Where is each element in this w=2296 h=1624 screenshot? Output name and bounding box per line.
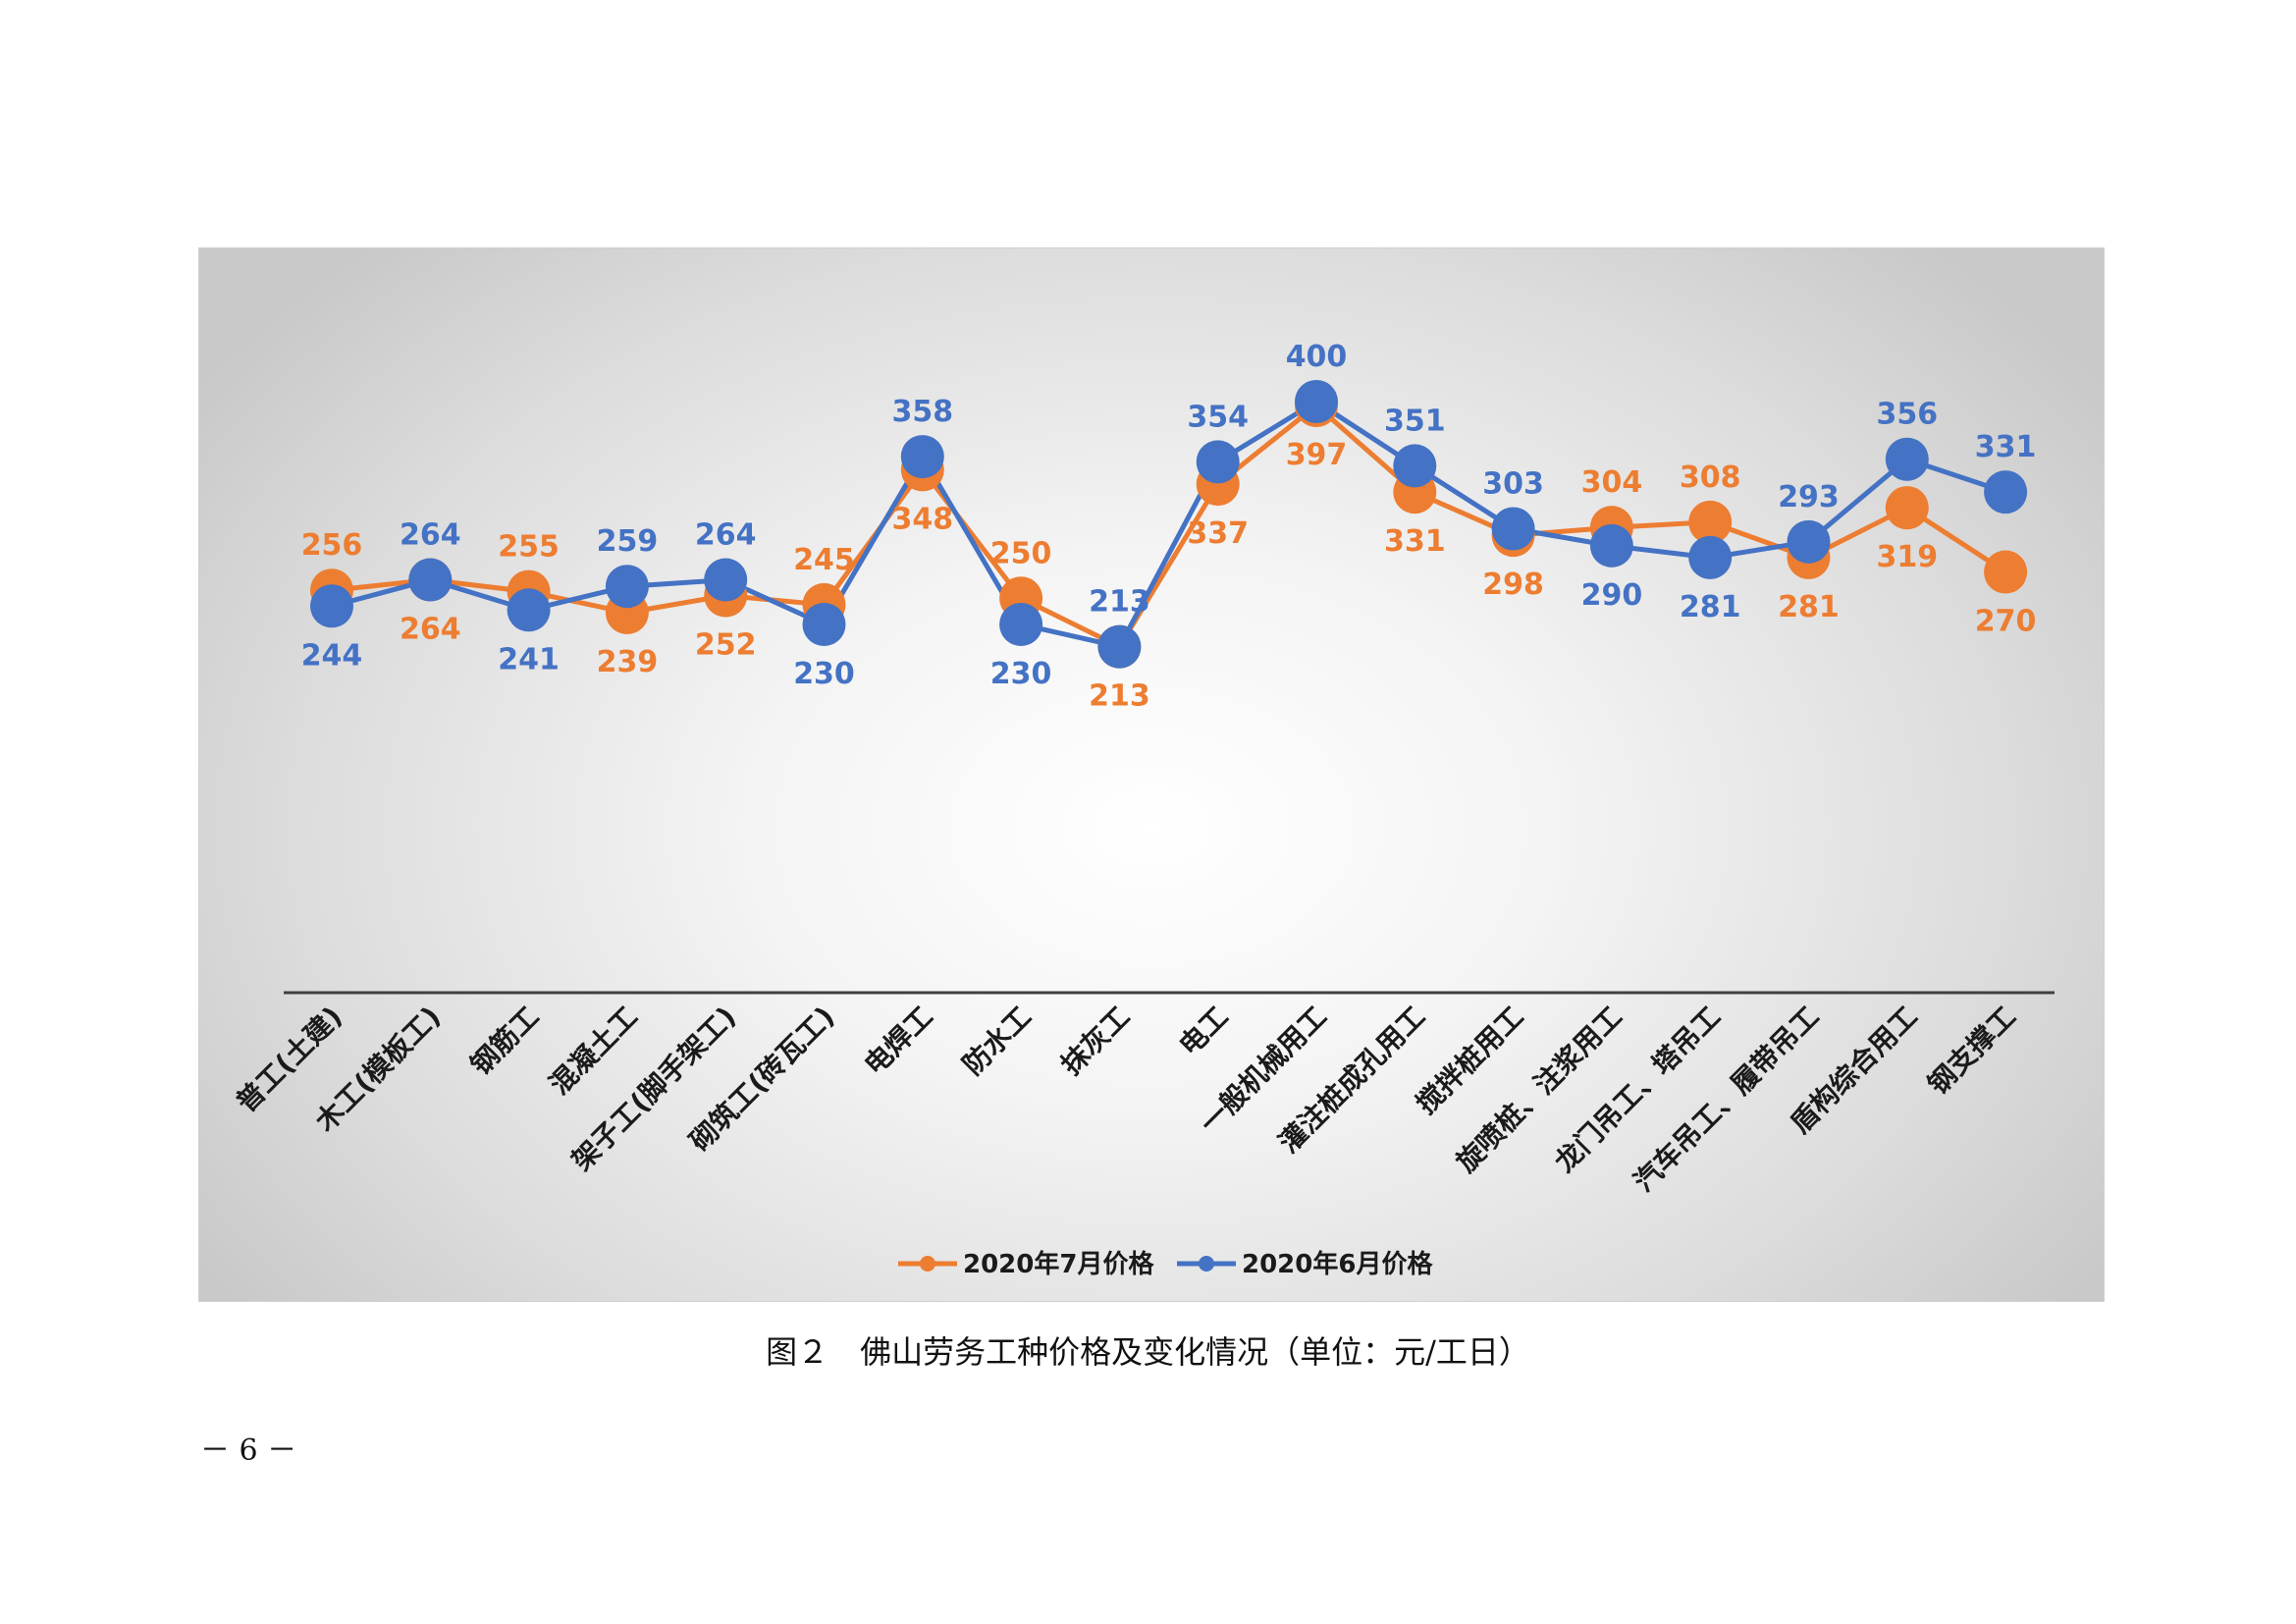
data-label-july: 331 bbox=[1384, 524, 1446, 559]
data-label-july: 319 bbox=[1876, 540, 1938, 574]
data-point-june bbox=[1885, 437, 1929, 481]
data-label-july: 397 bbox=[1286, 438, 1348, 472]
data-point-june bbox=[704, 558, 748, 602]
data-point-june bbox=[1196, 440, 1240, 484]
x-tick-label: 龙门吊工、塔吊工 bbox=[1548, 1001, 1727, 1179]
data-label-july: 239 bbox=[597, 645, 659, 679]
data-point-june bbox=[1295, 380, 1338, 423]
data-point-july bbox=[1688, 500, 1733, 544]
x-tick-label: 电工 bbox=[1173, 1001, 1235, 1062]
figure-caption: 图２ 佛山劳务工种价格及变化情况（单位：元/工日） bbox=[766, 1333, 1530, 1371]
data-label-june: 230 bbox=[990, 657, 1052, 691]
data-label-june: 331 bbox=[1975, 430, 2037, 464]
legend-label-july: 2020年7月价格 bbox=[963, 1249, 1154, 1279]
data-label-june: 244 bbox=[301, 638, 363, 673]
x-tick-label: 混凝土工 bbox=[543, 1001, 644, 1102]
data-label-june: 264 bbox=[695, 518, 757, 553]
data-label-july: 281 bbox=[1778, 590, 1840, 624]
data-point-july bbox=[1984, 550, 2028, 594]
data-point-june bbox=[1589, 523, 1633, 568]
x-tick-label: 汽车吊工、履带吊工 bbox=[1628, 1001, 1826, 1199]
data-point-june bbox=[1984, 470, 2028, 514]
line-chart: 256 264 255 239 252 245 348 250 213 337 397 331 298 3… bbox=[230, 340, 2055, 1279]
data-label-june: 290 bbox=[1581, 578, 1643, 613]
legend-item-june: 2020年6月价格 bbox=[1177, 1249, 1433, 1279]
data-point-june bbox=[900, 435, 944, 479]
data-label-june: 358 bbox=[891, 395, 953, 429]
data-label-june: 213 bbox=[1089, 585, 1150, 620]
x-tick-label: 钢支撑工 bbox=[1922, 1001, 2023, 1102]
data-label-july: 256 bbox=[301, 528, 363, 563]
data-label-july: 245 bbox=[793, 543, 855, 577]
data-point-june bbox=[1688, 535, 1733, 579]
data-label-june: 303 bbox=[1482, 466, 1544, 501]
data-label-july: 213 bbox=[1089, 679, 1150, 714]
data-label-july: 255 bbox=[498, 530, 560, 565]
data-label-june: 354 bbox=[1187, 400, 1249, 434]
data-label-june: 356 bbox=[1876, 398, 1938, 432]
data-label-june: 264 bbox=[400, 518, 461, 553]
chart-panel: 256 264 255 239 252 245 348 250 213 337 397 331 298 3… bbox=[198, 247, 2105, 1302]
legend-item-july: 2020年7月价格 bbox=[898, 1249, 1154, 1279]
data-label-july: 250 bbox=[990, 536, 1052, 570]
legend: 2020年7月价格 2020年6月价格 bbox=[898, 1249, 1433, 1279]
page-number: － 6 － bbox=[200, 1434, 297, 1468]
data-label-june: 400 bbox=[1286, 340, 1348, 374]
data-label-june: 259 bbox=[597, 524, 659, 559]
data-label-june: 281 bbox=[1680, 590, 1741, 624]
data-label-june: 293 bbox=[1778, 480, 1840, 514]
data-label-june: 351 bbox=[1384, 404, 1446, 438]
data-point-june bbox=[1393, 444, 1437, 488]
legend-label-june: 2020年6月价格 bbox=[1242, 1249, 1433, 1279]
data-label-july: 304 bbox=[1581, 465, 1643, 500]
x-tick-label: 电焊工 bbox=[858, 1001, 939, 1082]
data-label-june: 241 bbox=[498, 642, 560, 677]
data-point-june bbox=[408, 558, 453, 602]
data-point-june bbox=[1491, 507, 1535, 551]
data-point-june bbox=[802, 602, 846, 646]
data-point-july bbox=[1885, 486, 1929, 530]
data-label-july: 337 bbox=[1187, 516, 1249, 551]
series-line-june bbox=[331, 399, 2006, 650]
x-tick-label: 钢筋工 bbox=[464, 1001, 546, 1082]
data-point-june bbox=[1787, 519, 1831, 564]
data-label-july: 252 bbox=[695, 628, 757, 663]
data-point-june bbox=[1097, 624, 1142, 669]
series-line-july bbox=[331, 403, 2007, 650]
data-label-july: 264 bbox=[400, 613, 461, 647]
data-label-july: 270 bbox=[1975, 605, 2037, 639]
data-label-july: 298 bbox=[1482, 568, 1544, 602]
data-point-june bbox=[605, 565, 649, 609]
data-point-june bbox=[999, 602, 1043, 646]
x-tick-label: 架子工(脚手架工) bbox=[565, 1001, 742, 1177]
data-label-july: 348 bbox=[891, 502, 953, 536]
x-tick-label: 旋喷桩、注浆用工 bbox=[1450, 1001, 1629, 1179]
data-label-june: 230 bbox=[793, 657, 855, 691]
x-tick-label: 抹灰工 bbox=[1055, 1001, 1137, 1082]
x-tick-label: 防水工 bbox=[956, 1001, 1038, 1082]
data-label-july: 308 bbox=[1680, 460, 1741, 495]
data-point-june bbox=[310, 584, 353, 628]
data-point-june bbox=[507, 588, 551, 632]
